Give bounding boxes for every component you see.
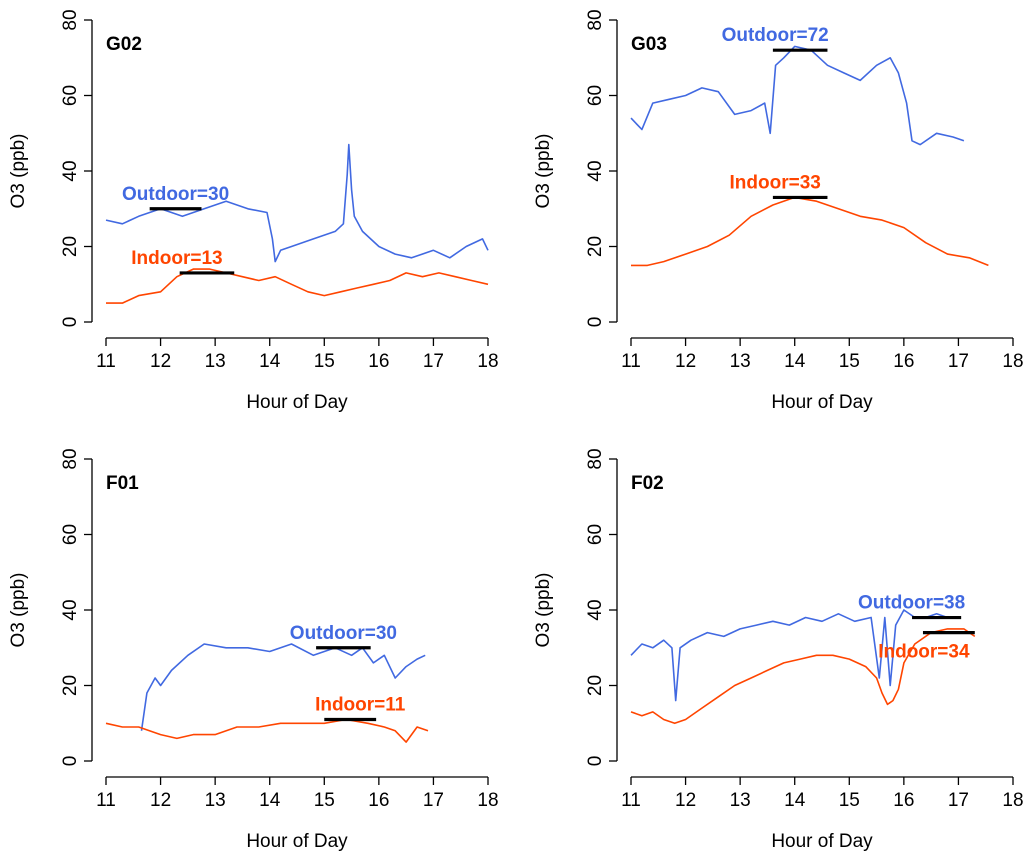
annotation-outdoor: Outdoor=30 (122, 184, 229, 205)
series-line-indoor (631, 196, 989, 267)
panel-f02: 11 12 13 14 15 16 17 18 Hour of Day 0 20 40 60 80 O3 (… (533, 448, 1024, 852)
y-tick-label: 0 (585, 317, 606, 328)
y-axis-label: O3 (ppb) (533, 573, 554, 648)
panel-g03: 11 12 13 14 15 16 17 18 Hour of Day 0 20 40 60 80 O3 (… (533, 9, 1024, 413)
y-tick-label: 80 (60, 9, 81, 30)
panel-title: F01 (106, 473, 139, 494)
panel-title: F02 (631, 473, 664, 494)
x-tick-label: 12 (150, 790, 171, 811)
y-tick-label: 0 (60, 317, 81, 328)
x-tick-label: 16 (893, 351, 914, 372)
x-tick-label: 11 (96, 351, 116, 372)
x-tick-label: 18 (477, 790, 498, 811)
y-tick-label: 40 (585, 599, 606, 620)
panel-f01: 11 12 13 14 15 16 17 18 Hour of Day 0 20 40 60 80 O3 (… (8, 448, 499, 852)
x-tick-label: 11 (621, 790, 641, 811)
x-tick-label: 18 (1002, 790, 1023, 811)
x-tick-label: 12 (675, 790, 696, 811)
series-line-outdoor (105, 143, 489, 263)
y-axis-label: O3 (ppb) (8, 573, 29, 648)
x-tick-label: 17 (948, 351, 969, 372)
x-tick-label: 13 (730, 790, 751, 811)
y-tick-label: 60 (585, 524, 606, 545)
annotation-indoor: Indoor=13 (131, 248, 222, 269)
x-tick-label: 15 (314, 351, 335, 372)
x-tick-label: 14 (784, 351, 806, 372)
x-axis-label: Hour of Day (246, 831, 348, 852)
x-tick-label: 18 (477, 351, 498, 372)
x-tick-label: 15 (314, 790, 335, 811)
y-tick-label: 80 (585, 9, 606, 30)
y-tick-label: 40 (585, 160, 606, 181)
annotation-indoor: Indoor=34 (878, 642, 970, 663)
y-tick-label: 40 (60, 160, 81, 181)
x-tick-label: 12 (675, 351, 696, 372)
x-axis-label: Hour of Day (246, 392, 348, 413)
panel-title: G03 (631, 34, 667, 55)
series-line-indoor (106, 268, 489, 304)
y-tick-label: 60 (585, 85, 606, 106)
y-tick-label: 20 (60, 236, 81, 257)
y-tick-label: 80 (60, 448, 81, 469)
x-tick-label: 14 (259, 790, 281, 811)
series-line-outdoor (630, 45, 965, 146)
x-tick-label: 16 (368, 351, 389, 372)
y-tick-label: 0 (60, 756, 81, 767)
series-line-outdoor (140, 643, 426, 731)
x-tick-label: 13 (730, 351, 751, 372)
x-tick-label: 17 (948, 790, 969, 811)
y-tick-label: 60 (60, 85, 81, 106)
y-axis-label: O3 (ppb) (533, 134, 554, 209)
series-line-outdoor (630, 609, 959, 702)
series-line-indoor (630, 628, 976, 725)
x-tick-label: 15 (839, 790, 860, 811)
annotation-outdoor: Outdoor=30 (290, 623, 397, 644)
x-tick-label: 13 (205, 790, 226, 811)
y-axis-label: O3 (ppb) (8, 134, 29, 209)
x-tick-label: 17 (423, 351, 444, 372)
annotation-indoor: Indoor=11 (315, 694, 406, 715)
x-tick-label: 12 (150, 351, 171, 372)
y-tick-label: 80 (585, 448, 606, 469)
y-tick-label: 20 (585, 236, 606, 257)
y-tick-label: 20 (585, 675, 606, 696)
y-tick-label: 0 (585, 756, 606, 767)
series-line-indoor (105, 718, 429, 743)
x-tick-label: 14 (259, 351, 281, 372)
y-tick-label: 40 (60, 599, 81, 620)
x-tick-label: 11 (621, 351, 641, 372)
annotation-indoor: Indoor=33 (730, 172, 821, 193)
x-tick-label: 13 (205, 351, 226, 372)
x-axis-label: Hour of Day (771, 392, 873, 413)
annotation-outdoor: Outdoor=38 (858, 593, 965, 614)
panel-title: G02 (106, 34, 142, 55)
y-tick-label: 20 (60, 675, 81, 696)
x-tick-label: 11 (96, 790, 116, 811)
x-tick-label: 17 (423, 790, 444, 811)
panel-g02: 11 12 13 14 15 16 17 18 Hour of Day 0 20 40 60 80 O3 (… (8, 9, 499, 413)
annotation-outdoor: Outdoor=72 (722, 25, 829, 46)
x-tick-label: 16 (893, 790, 914, 811)
x-axis-label: Hour of Day (771, 831, 873, 852)
x-tick-label: 18 (1002, 351, 1023, 372)
x-tick-label: 16 (368, 790, 389, 811)
x-tick-label: 14 (784, 790, 806, 811)
x-tick-label: 15 (839, 351, 860, 372)
y-tick-label: 60 (60, 524, 81, 545)
